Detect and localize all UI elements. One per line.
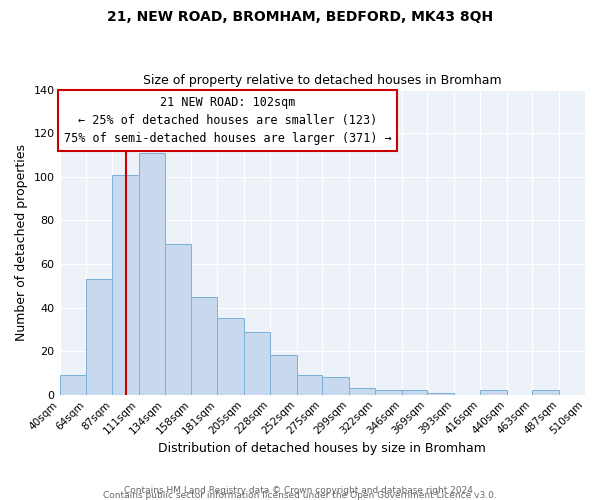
Text: Contains HM Land Registry data © Crown copyright and database right 2024.: Contains HM Land Registry data © Crown c… [124, 486, 476, 495]
Bar [532, 390, 559, 394]
Text: 21 NEW ROAD: 102sqm
← 25% of detached houses are smaller (123)
75% of semi-detac: 21 NEW ROAD: 102sqm ← 25% of detached ho… [64, 96, 392, 144]
Bar [191, 296, 217, 394]
Bar [86, 279, 112, 394]
Bar [401, 390, 427, 394]
Bar [139, 153, 164, 394]
Y-axis label: Number of detached properties: Number of detached properties [15, 144, 28, 340]
Bar [296, 375, 322, 394]
Bar [270, 356, 296, 395]
Title: Size of property relative to detached houses in Bromham: Size of property relative to detached ho… [143, 74, 502, 87]
Bar [217, 318, 244, 394]
Bar [375, 390, 401, 394]
Bar [349, 388, 375, 394]
X-axis label: Distribution of detached houses by size in Bromham: Distribution of detached houses by size … [158, 442, 486, 455]
Text: Contains public sector information licensed under the Open Government Licence v3: Contains public sector information licen… [103, 491, 497, 500]
Bar [59, 375, 86, 394]
Bar [322, 378, 349, 394]
Text: 21, NEW ROAD, BROMHAM, BEDFORD, MK43 8QH: 21, NEW ROAD, BROMHAM, BEDFORD, MK43 8QH [107, 10, 493, 24]
Bar [427, 392, 454, 394]
Bar [164, 244, 191, 394]
Bar [480, 390, 507, 394]
Bar [112, 174, 139, 394]
Bar [244, 332, 270, 394]
